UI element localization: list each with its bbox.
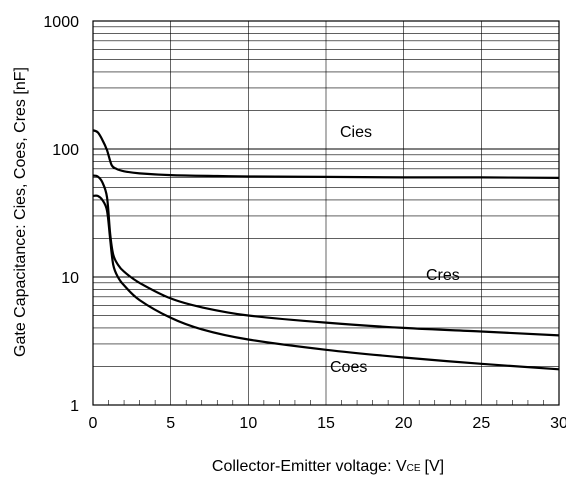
- y-axis-title: Gate Capacitance: Cies, Coes, Cres [nF]: [12, 67, 29, 357]
- series-label-cres: Cres: [426, 267, 460, 284]
- x-tick-label: 25: [472, 415, 490, 432]
- grid: [93, 21, 559, 405]
- series-line-cres: [92, 174, 560, 337]
- series-label-cies: Cies: [340, 124, 372, 141]
- x-tick-label: 0: [89, 415, 98, 432]
- x-axis-title-subscript: CE: [407, 463, 421, 474]
- series-lines: [92, 129, 560, 371]
- x-tick-label: 15: [317, 415, 335, 432]
- tick-labels: 0 5 10 15 20 25 30 1 10 100 1000: [43, 14, 566, 432]
- x-axis-title-unit: [V]: [425, 458, 445, 475]
- x-tick-label: 10: [239, 415, 257, 432]
- series-label-coes: Coes: [330, 359, 367, 376]
- plot-frame: [92, 20, 560, 406]
- series-line-cies: [92, 129, 560, 179]
- y-tick-label: 100: [52, 142, 79, 159]
- y-tick-label: 1: [70, 398, 79, 415]
- x-axis-title: Collector-Emitter voltage: VCE [V]: [212, 458, 444, 475]
- y-tick-label: 1000: [43, 14, 79, 31]
- x-tick-label: 20: [395, 415, 413, 432]
- x-axis-title-main: Collector-Emitter voltage: V: [212, 458, 407, 475]
- x-tick-label: 5: [166, 415, 175, 432]
- y-tick-label: 10: [61, 270, 79, 287]
- x-tick-label: 30: [550, 415, 566, 432]
- series-line-coes: [92, 194, 560, 371]
